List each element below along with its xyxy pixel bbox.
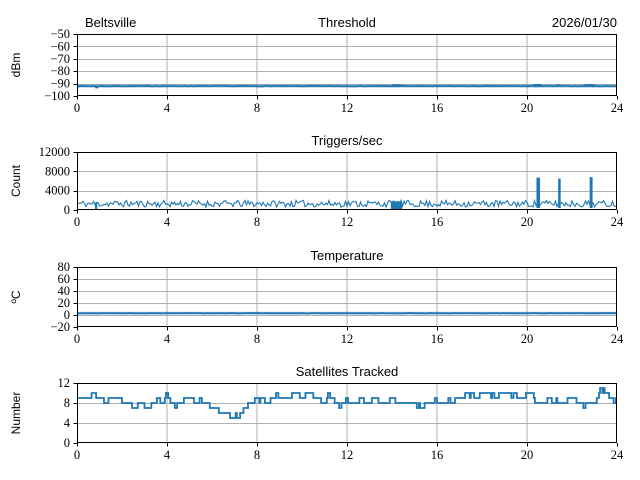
chart-triggers-sec: 0 4 8 12 16 20 24 0 4000 8000 12000 Triggers/sec Cou… xyxy=(9,133,624,229)
x-tick-label: 20 xyxy=(521,332,534,346)
chart-satellites-tracked: 0 4 8 12 16 20 24 0 4 8 12 Satellites Tracked Number xyxy=(9,364,624,462)
data-noise-band xyxy=(76,198,618,209)
x-tick-label: 20 xyxy=(521,101,534,115)
y-tick-label: −60 xyxy=(50,39,70,53)
chart-title: Threshold xyxy=(318,15,376,30)
x-tick-label: 12 xyxy=(341,215,354,229)
data-dropout xyxy=(95,202,98,210)
x-tick-label: 24 xyxy=(611,448,624,462)
x-tick-label: 16 xyxy=(431,215,444,229)
y-tick-label: −80 xyxy=(50,64,70,78)
axes-frame xyxy=(77,152,617,210)
axes-frame xyxy=(77,383,617,443)
x-tick-label: 4 xyxy=(164,332,171,346)
y-tick-label: 80 xyxy=(58,260,71,274)
date-label: 2026/01/30 xyxy=(552,15,617,30)
x-tick-label: 8 xyxy=(254,101,260,115)
data-dense-block xyxy=(390,201,403,210)
x-tick-label: 20 xyxy=(521,215,534,229)
chart-title: Temperature xyxy=(311,248,384,263)
x-tick-label: 24 xyxy=(611,215,624,229)
y-tick-label: −90 xyxy=(50,77,70,91)
y-tick-label: −70 xyxy=(50,52,70,66)
data-step-line xyxy=(77,387,617,419)
y-tick-label: −50 xyxy=(50,27,70,41)
x-tick-label: 8 xyxy=(254,215,260,229)
data-spike xyxy=(589,177,593,209)
x-tick-label: 12 xyxy=(341,332,354,346)
y-tick-label: 12 xyxy=(58,376,71,390)
y-tick-label: −100 xyxy=(44,89,70,103)
x-tick-label: 4 xyxy=(164,215,171,229)
y-tick-label: 0 xyxy=(64,308,70,322)
x-tick-label: 24 xyxy=(611,332,624,346)
x-tick-label: 20 xyxy=(521,448,534,462)
x-tick-label: 12 xyxy=(341,448,354,462)
y-tick-label: 12000 xyxy=(39,145,70,159)
x-tick-label: 24 xyxy=(611,101,624,115)
x-tick-label: 4 xyxy=(164,448,171,462)
x-tick-label: 0 xyxy=(74,448,80,462)
x-tick-label: 0 xyxy=(74,101,80,115)
y-tick-label: 0 xyxy=(64,203,70,217)
x-tick-label: 0 xyxy=(74,215,80,229)
x-tick-label: 4 xyxy=(164,101,171,115)
y-tick-label: 4 xyxy=(64,416,71,430)
y-tick-label: 8 xyxy=(64,396,70,410)
y-axis-label: Count xyxy=(9,164,23,197)
x-tick-label: 16 xyxy=(431,448,444,462)
axes-frame xyxy=(77,267,617,327)
station-label: Beltsville xyxy=(85,15,136,30)
chart-threshold: 0 4 8 12 16 20 24 −100−90−80−70−60−50 Threshold B… xyxy=(9,15,624,115)
y-tick-label: 40 xyxy=(58,284,71,298)
y-tick-label: −20 xyxy=(50,320,70,334)
chart-title: Triggers/sec xyxy=(311,133,383,148)
data-spike xyxy=(558,178,561,209)
x-tick-label: 16 xyxy=(431,332,444,346)
y-tick-label: 8000 xyxy=(45,164,70,178)
y-tick-label: 20 xyxy=(58,296,71,310)
data-spike xyxy=(536,177,541,209)
x-tick-label: 8 xyxy=(254,332,260,346)
data-line xyxy=(76,84,618,88)
y-axis-label: ºC xyxy=(9,290,23,303)
y-tick-label: 0 xyxy=(64,436,70,450)
y-axis-label: Number xyxy=(9,392,23,435)
x-tick-label: 8 xyxy=(254,448,260,462)
x-tick-label: 16 xyxy=(431,101,444,115)
chart-title: Satellites Tracked xyxy=(296,364,399,379)
x-tick-label: 12 xyxy=(341,101,354,115)
y-tick-label: 4000 xyxy=(45,184,70,198)
y-axis-label: dBm xyxy=(9,53,23,78)
axes-frame xyxy=(77,34,617,96)
y-tick-label: 60 xyxy=(58,272,71,286)
x-tick-label: 0 xyxy=(74,332,80,346)
